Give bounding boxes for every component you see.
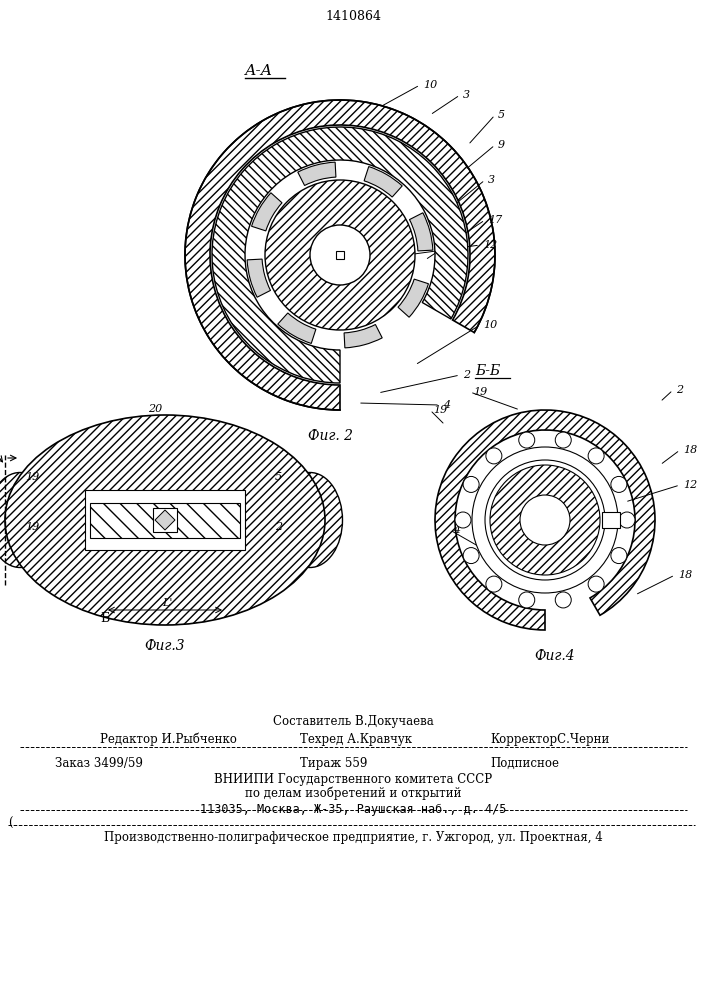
Text: 18: 18 [683,445,697,455]
Wedge shape [398,279,428,317]
Wedge shape [278,313,316,343]
Bar [90,502,240,538]
Text: 4: 4 [443,400,450,410]
Circle shape [588,576,604,592]
Circle shape [463,476,479,492]
Circle shape [485,460,605,580]
Text: Фиг.3: Фиг.3 [145,639,185,653]
Text: 19: 19 [433,405,448,415]
Circle shape [265,180,415,330]
Text: Редактор И.Рыбченко: Редактор И.Рыбченко [100,732,237,746]
Text: (: ( [8,817,13,830]
Text: 5: 5 [275,472,282,482]
Wedge shape [435,410,655,630]
Text: Б: Б [100,612,110,625]
Text: Подписное: Подписное [490,757,559,770]
Circle shape [463,548,479,564]
Circle shape [310,225,370,285]
Text: по делам изобретений и открытий: по делам изобретений и открытий [245,786,461,800]
Text: 3: 3 [463,90,470,100]
Circle shape [486,576,502,592]
Circle shape [490,465,600,575]
Text: Заказ 3499/59: Заказ 3499/59 [55,757,143,770]
Text: Фиг. 2: Фиг. 2 [308,429,353,443]
Text: 4: 4 [453,525,460,535]
Text: Составитель В.Докучаева: Составитель В.Докучаева [273,715,433,728]
Text: Б-Б: Б-Б [475,364,501,378]
Bar [336,251,344,259]
Wedge shape [212,127,468,383]
Text: 2: 2 [676,385,683,395]
Circle shape [588,448,604,464]
Wedge shape [409,213,433,251]
Wedge shape [298,162,336,186]
Text: 2: 2 [275,522,282,532]
Circle shape [611,548,627,564]
Circle shape [520,495,570,545]
Ellipse shape [5,415,325,625]
Wedge shape [247,259,271,297]
Circle shape [486,448,502,464]
Text: Тираж 559: Тираж 559 [300,757,368,770]
Circle shape [455,512,471,528]
Text: Фиг.4: Фиг.4 [534,649,575,663]
Text: L': L' [162,598,173,608]
Circle shape [619,512,635,528]
Circle shape [472,447,618,593]
Text: КорректорС.Черни: КорректорС.Черни [490,733,609,746]
Wedge shape [185,100,495,410]
Circle shape [555,432,571,448]
Text: 12: 12 [683,480,697,490]
Text: 10: 10 [483,320,497,330]
Wedge shape [364,167,402,197]
Text: 9: 9 [498,140,505,150]
Polygon shape [155,510,175,530]
Text: 3: 3 [488,175,495,185]
Text: 2: 2 [463,370,470,380]
Wedge shape [344,324,382,348]
Circle shape [555,592,571,608]
Text: 19: 19 [25,472,40,482]
Circle shape [519,432,534,448]
Text: 20: 20 [148,404,162,414]
Text: 17: 17 [488,215,502,225]
Text: 19: 19 [473,387,487,397]
Text: 1410864: 1410864 [325,10,381,23]
Text: Производственно-полиграфическое предприятие, г. Ужгород, ул. Проектная, 4: Производственно-полиграфическое предприя… [104,831,602,844]
Text: ВНИИПИ Государственного комитета СССР: ВНИИПИ Государственного комитета СССР [214,773,492,786]
Ellipse shape [278,473,342,568]
Text: 19: 19 [25,522,40,532]
Text: Техред А.Кравчук: Техред А.Кравчук [300,733,412,746]
Bar [85,490,245,550]
Wedge shape [252,193,282,231]
Circle shape [519,592,534,608]
Text: 5: 5 [498,110,505,120]
Text: 113035, Москва, Ж-35, Раушская наб., д. 4/5: 113035, Москва, Ж-35, Раушская наб., д. … [200,803,506,816]
Bar [153,508,177,532]
Text: А-А: А-А [245,64,273,78]
Text: 12: 12 [483,240,497,250]
Ellipse shape [0,473,52,568]
Circle shape [611,476,627,492]
Text: 10: 10 [423,80,437,90]
Text: 18: 18 [678,570,692,580]
Bar [602,512,620,528]
